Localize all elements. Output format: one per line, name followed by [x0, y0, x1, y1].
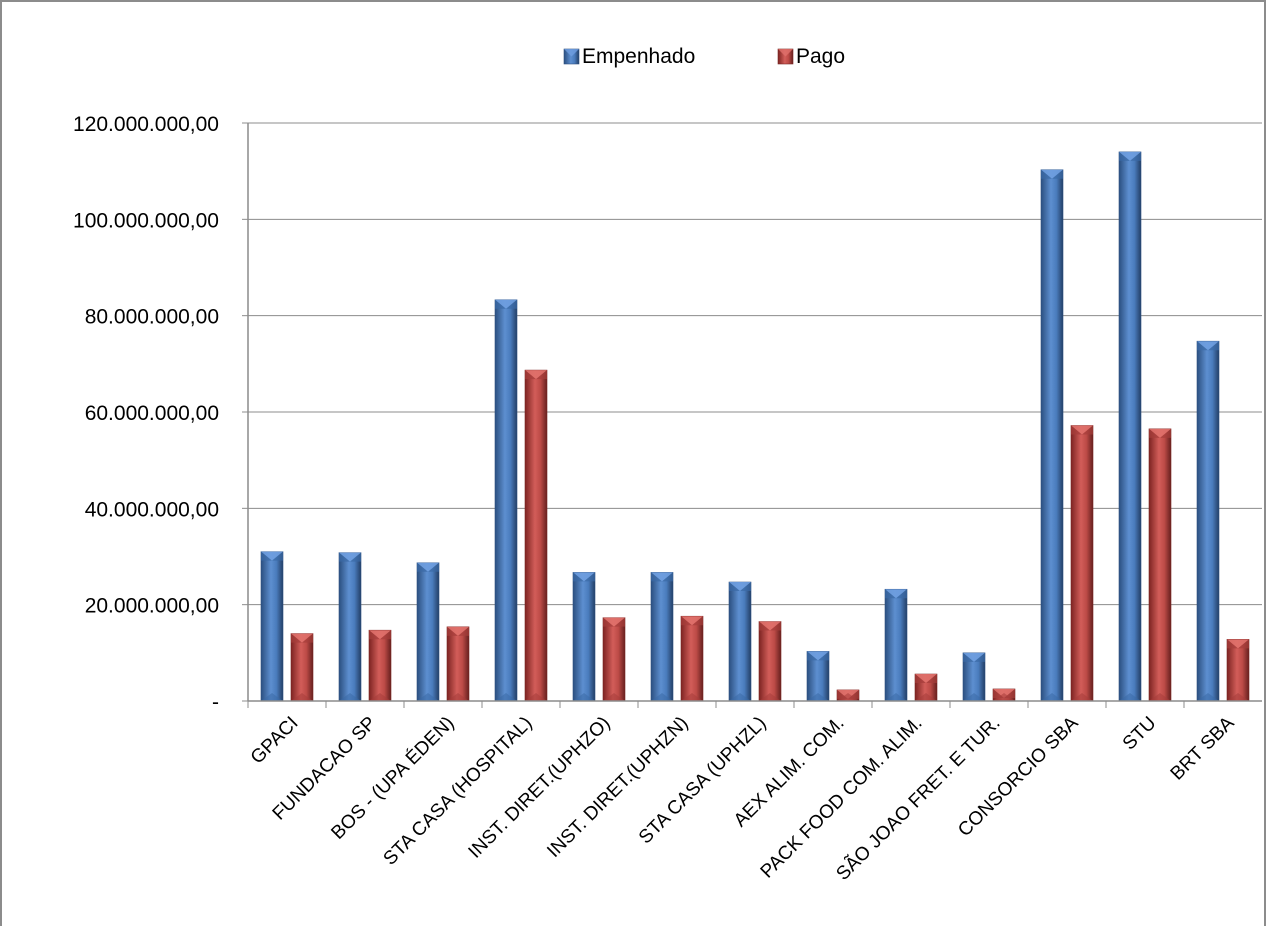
bars [260, 151, 1250, 702]
y-tick-label: 40.000.000,00 [85, 498, 219, 521]
x-tick-label: STA CASA (HOSPITAL) [380, 713, 537, 870]
bar-pago [368, 629, 392, 702]
legend-item-pago: Pago [777, 45, 845, 68]
y-tick-label: 80.000.000,00 [85, 306, 219, 329]
bar-empenhado [962, 652, 986, 702]
bar-pago [680, 615, 704, 702]
x-tick-label: STU [1119, 713, 1161, 755]
y-tick-label: - [212, 691, 219, 714]
x-tick-label: SÃO JOAO FRET. E TUR. [832, 712, 1005, 885]
x-tick-label: STA CASA (UPHZL) [635, 713, 771, 849]
bar-empenhado [260, 551, 284, 702]
bar-empenhado [572, 572, 596, 702]
bar-empenhado [884, 588, 908, 702]
bar-empenhado [728, 581, 752, 702]
grid-lines [248, 122, 1262, 606]
bar-pago [992, 688, 1016, 702]
bar-pago [1148, 428, 1172, 702]
bar-empenhado [416, 562, 440, 702]
legend-label: Empenhado [582, 45, 695, 68]
bar-pago [914, 673, 938, 702]
bar-empenhado [1196, 340, 1220, 702]
legend-label: Pago [796, 45, 845, 68]
bar-pago [758, 621, 782, 702]
x-tick-label: PACK FOOD COM. ALIM. [757, 713, 927, 883]
bar-pago [290, 633, 314, 702]
bar-empenhado [806, 651, 830, 702]
x-tick-label: INST. DIRET.(UPHZN) [543, 713, 692, 862]
bar-pago [1070, 425, 1094, 702]
bar-empenhado [494, 299, 518, 702]
legend: Empenhado Pago [563, 45, 845, 68]
x-tick-label: GPACI [247, 713, 303, 769]
legend-item-empenhado: Empenhado [563, 45, 695, 68]
y-tick-label: 120.000.000,00 [73, 113, 219, 136]
bar-empenhado [338, 552, 362, 702]
bar-empenhado [650, 572, 674, 702]
x-tick-label: BRT SBA [1167, 712, 1239, 784]
bar-pago [446, 626, 470, 702]
bar-pago [836, 689, 860, 702]
bar-empenhado [1118, 151, 1142, 702]
y-tick-label: 20.000.000,00 [85, 595, 219, 618]
bar-pago [1226, 639, 1250, 702]
bar-pago [602, 617, 626, 702]
y-tick-label: 60.000.000,00 [85, 402, 219, 425]
x-tick-label: INST. DIRET.(UPHZO) [465, 713, 615, 863]
y-tick-label: 100.000.000,00 [73, 209, 219, 232]
bar-pago [524, 369, 548, 702]
bar-empenhado [1040, 169, 1064, 702]
